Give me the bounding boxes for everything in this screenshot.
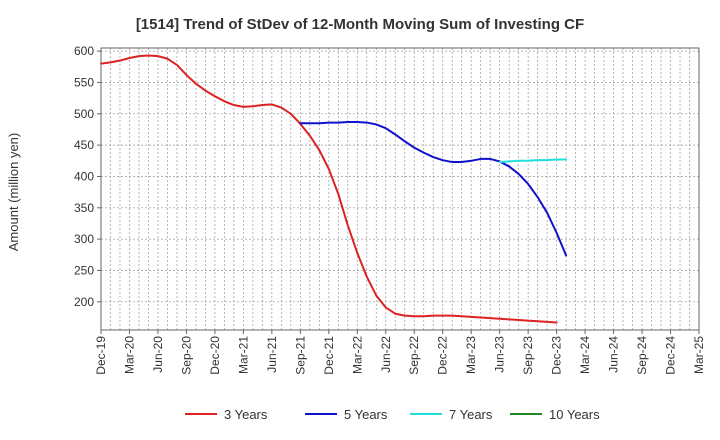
x-tick-label: Jun-20 [151, 336, 165, 373]
x-tick-label: Jun-24 [607, 336, 621, 373]
x-tick-label: Mar-23 [464, 336, 478, 374]
x-tick-label: Mar-24 [578, 336, 592, 374]
y-tick-label: 200 [74, 295, 94, 309]
x-tick-label: Mar-21 [236, 336, 250, 374]
legend-label: 3 Years [224, 407, 268, 422]
x-tick-label: Dec-19 [94, 336, 108, 375]
x-tick-label: Dec-22 [436, 336, 450, 375]
y-tick-label: 550 [74, 75, 94, 89]
x-tick-label: Dec-21 [322, 336, 336, 375]
x-tick-label: Dec-20 [208, 336, 222, 375]
y-tick-label: 350 [74, 201, 94, 215]
y-tick-label: 450 [74, 138, 94, 152]
legend-label: 7 Years [449, 407, 493, 422]
x-tick-label: Dec-23 [550, 336, 564, 375]
legend-label: 5 Years [344, 407, 388, 422]
legend: 3 Years 5 Years 7 Years 10 Years [185, 407, 600, 422]
plot-frame [100, 47, 700, 331]
y-axis-label: Amount (million yen) [6, 133, 21, 252]
x-tick-label: Mar-25 [692, 336, 706, 374]
x-tick-label: Sep-22 [407, 336, 421, 375]
x-tick-label: Sep-23 [521, 336, 535, 375]
legend-label: 10 Years [549, 407, 600, 422]
x-tick-label: Mar-22 [350, 336, 364, 374]
x-tick-label: Sep-24 [635, 336, 649, 375]
x-tick-label: Jun-21 [265, 336, 279, 373]
chart-title: [1514] Trend of StDev of 12-Month Moving… [136, 16, 584, 33]
y-tick-labels: 200 250 300 350 400 450 500 550 600 [74, 44, 101, 309]
y-tick-label: 300 [74, 232, 94, 246]
x-tick-label: Dec-24 [664, 336, 678, 375]
series-layer [100, 54, 568, 324]
x-tick-label: Jun-22 [379, 336, 393, 373]
y-tick-label: 600 [74, 44, 94, 58]
x-tick-label: Mar-20 [122, 336, 136, 374]
series-line-3-years [100, 54, 558, 324]
y-tick-label: 400 [74, 169, 94, 183]
y-tick-label: 250 [74, 263, 94, 277]
series-line-7-years [498, 158, 568, 164]
x-tick-label: Sep-20 [179, 336, 193, 375]
y-tick-label: 500 [74, 107, 94, 121]
x-tick-labels: Dec-19 Mar-20 Jun-20 Sep-20 Dec-20 Mar-21 Jun-… [94, 330, 706, 375]
series-line-5-years [299, 120, 568, 257]
grid-layer [101, 48, 699, 330]
x-tick-label: Jun-23 [493, 336, 507, 373]
x-tick-label: Sep-21 [293, 336, 307, 375]
